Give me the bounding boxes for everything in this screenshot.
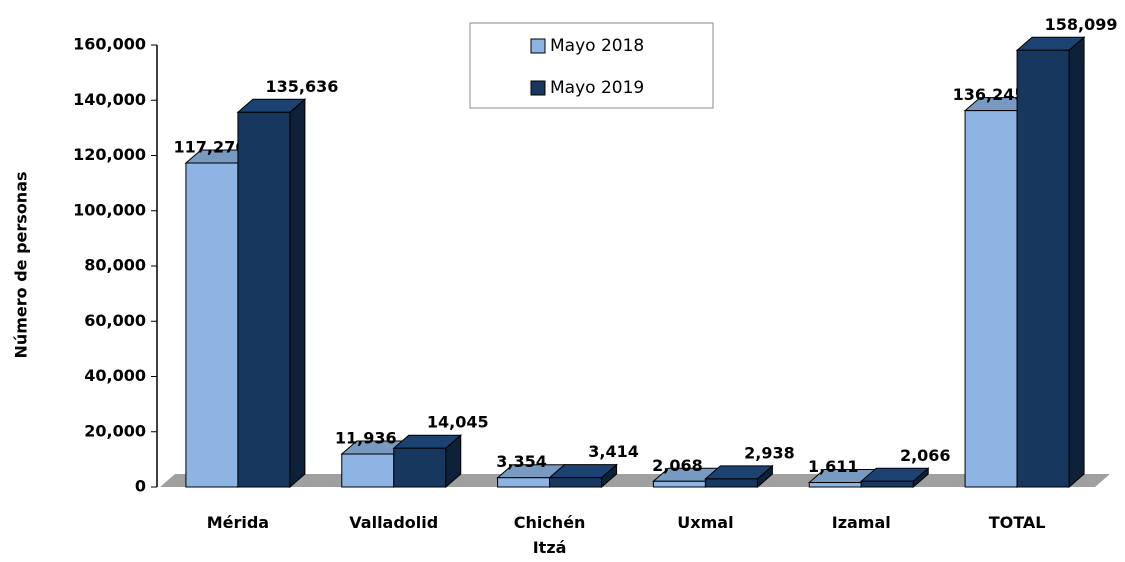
bar-front <box>549 477 603 488</box>
bar-front <box>185 162 239 488</box>
y-tick-label: 40,000 <box>84 366 146 385</box>
y-tick-label: 160,000 <box>73 35 146 54</box>
x-tick-label-line: Izamal <box>832 513 891 532</box>
bar-side <box>289 98 306 489</box>
y-tick-label: 60,000 <box>84 311 146 330</box>
data-label: 2,938 <box>744 443 795 462</box>
bar-front <box>860 480 914 488</box>
x-tick-label-line: Valladolid <box>349 513 438 532</box>
x-tick-label: Chichén Itzá <box>514 513 586 557</box>
data-label: 2,066 <box>900 446 951 465</box>
y-axis-label: Número de personas <box>12 171 31 358</box>
bar <box>548 463 618 489</box>
data-label: 117,276 <box>173 138 246 157</box>
data-label: 14,045 <box>427 413 489 432</box>
bar-front <box>393 447 447 488</box>
y-tick-label: 120,000 <box>73 145 146 164</box>
data-label: 3,414 <box>588 442 639 461</box>
y-tick-label: 100,000 <box>73 200 146 219</box>
data-label: 158,099 <box>1045 15 1118 34</box>
data-label: 136,245 <box>953 85 1026 104</box>
legend-swatch <box>530 38 546 54</box>
data-label: 3,354 <box>496 452 547 471</box>
data-label: 2,068 <box>652 456 703 475</box>
y-tick-label: 80,000 <box>84 256 146 275</box>
bar <box>704 464 774 489</box>
bar <box>1015 36 1086 489</box>
x-tick-label-line: TOTAL <box>989 513 1046 532</box>
legend-label: Mayo 2018 <box>550 36 644 56</box>
y-tick-label: 0 <box>135 477 146 496</box>
bar-front <box>237 111 291 488</box>
x-tick-label-line: Itzá <box>533 538 567 557</box>
bar-front <box>497 477 551 488</box>
bar <box>859 467 930 489</box>
x-tick-label: Izamal <box>832 513 891 532</box>
legend-swatch <box>530 80 546 96</box>
data-label: 135,636 <box>265 77 338 96</box>
x-tick-label-line: Chichén <box>514 513 586 532</box>
x-tick-label-line: Uxmal <box>677 513 733 532</box>
bar-front <box>704 478 758 488</box>
x-tick-label-line: Mérida <box>207 513 269 532</box>
y-tick-label: 140,000 <box>73 90 146 109</box>
data-label: 1,611 <box>808 457 859 476</box>
bar-side <box>1068 36 1085 489</box>
x-tick-label: Mérida <box>207 513 269 532</box>
x-tick-label: Valladolid <box>349 513 438 532</box>
bar-front <box>808 482 862 488</box>
bar-front <box>652 480 706 488</box>
bar <box>392 434 463 489</box>
bar-front <box>341 453 395 488</box>
x-tick-label: Uxmal <box>677 513 733 532</box>
y-tick-label: 20,000 <box>84 421 146 440</box>
legend-label: Mayo 2019 <box>550 78 644 98</box>
data-label: 11,936 <box>335 429 397 448</box>
bar <box>236 98 307 489</box>
legend-box <box>469 22 714 109</box>
bar-front <box>1016 49 1070 488</box>
x-tick-label: TOTAL <box>989 513 1046 532</box>
bar-front <box>964 110 1018 488</box>
